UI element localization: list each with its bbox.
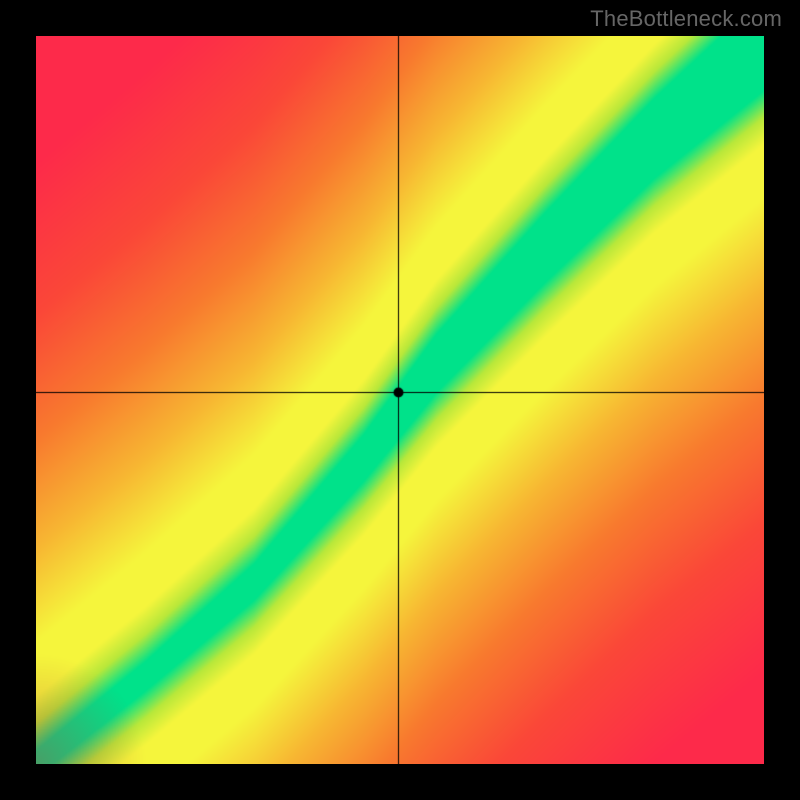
chart-container: TheBottleneck.com — [0, 0, 800, 800]
heatmap-plot — [36, 36, 764, 764]
heatmap-canvas — [36, 36, 764, 764]
watermark-text: TheBottleneck.com — [590, 6, 782, 32]
